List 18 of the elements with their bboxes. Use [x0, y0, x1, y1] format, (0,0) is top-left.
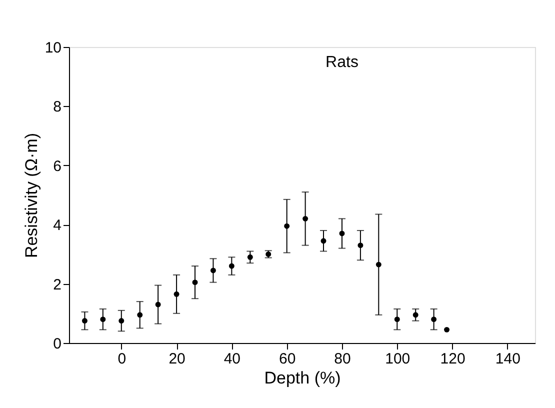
y-tick-label: 10 — [44, 40, 62, 56]
x-tick-label: 100 — [385, 350, 410, 368]
x-tick-label: 80 — [334, 350, 351, 368]
x-tick-label: 20 — [168, 350, 186, 368]
x-tick-label: 40 — [224, 350, 241, 368]
y-tick-label: 4 — [53, 217, 62, 234]
y-tick-label: 0 — [53, 336, 62, 352]
y-axis-title: Resistivity (Ω·m) — [22, 132, 41, 258]
point — [444, 326, 450, 332]
x-tick-label: 120 — [440, 350, 466, 368]
x-axis-title: Depth (%) — [264, 368, 341, 388]
x-tick-label: 140 — [495, 350, 520, 368]
x-tick-label: 60 — [278, 350, 296, 368]
y-tick-label: 6 — [53, 158, 62, 175]
x-tick-label: 0 — [118, 350, 126, 368]
chart-title: Rats — [326, 54, 358, 71]
y-tick-label: 2 — [53, 276, 62, 294]
y-tick-label: 8 — [53, 98, 62, 116]
